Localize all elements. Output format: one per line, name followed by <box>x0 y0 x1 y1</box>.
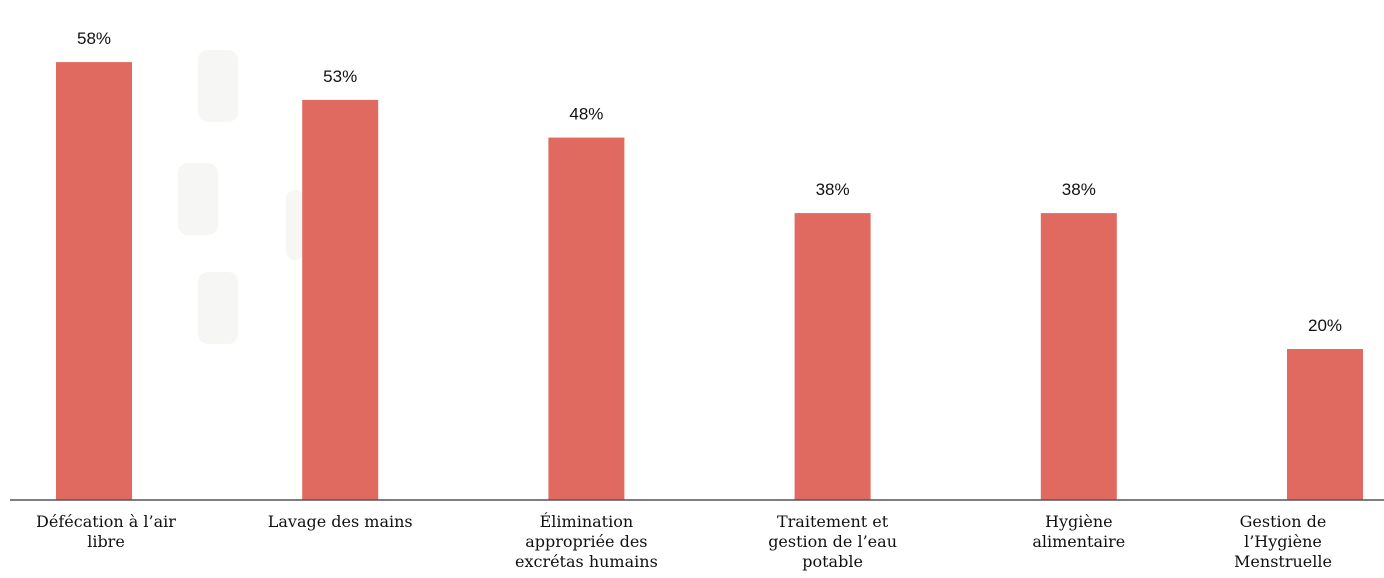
bar <box>56 62 132 500</box>
category-label: Traitement et gestion de l’eau potable <box>768 512 897 571</box>
bar-value-label: 58% <box>77 29 111 48</box>
category-label: Élimination appropriée des excrétas huma… <box>514 512 658 571</box>
bar-value-label: 38% <box>1062 180 1096 199</box>
category-label: Hygiène alimentaire <box>1032 512 1126 551</box>
bar <box>548 137 625 500</box>
category-label: Gestion de l’Hygiène Menstruelle <box>1234 512 1332 571</box>
bar-value-label: 38% <box>816 180 850 199</box>
bar-value-label: 20% <box>1308 316 1342 335</box>
bar-value-label: 53% <box>323 67 357 86</box>
background-decoration <box>178 163 218 235</box>
bar <box>302 99 379 501</box>
background-decoration <box>198 272 238 344</box>
category-label: Lavage des mains <box>267 512 413 531</box>
background-decoration <box>198 50 238 122</box>
category-label: Défécation à l’air libre <box>36 512 176 551</box>
bar <box>1040 213 1117 500</box>
bar <box>1287 349 1363 500</box>
bar-value-label: 48% <box>569 105 603 124</box>
background-decoration <box>286 190 304 260</box>
bar <box>794 213 871 500</box>
